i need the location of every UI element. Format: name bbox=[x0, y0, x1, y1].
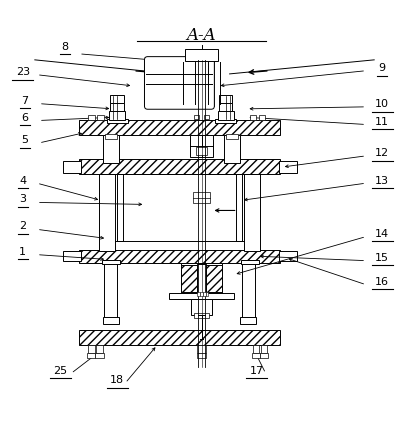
Bar bbox=[218, 111, 234, 120]
Bar bbox=[105, 134, 117, 139]
Bar bbox=[206, 265, 222, 291]
Bar bbox=[206, 292, 208, 296]
Bar bbox=[79, 159, 280, 174]
Bar bbox=[196, 147, 207, 155]
Bar bbox=[194, 313, 209, 318]
Bar bbox=[278, 251, 297, 261]
Bar bbox=[79, 250, 280, 263]
Bar bbox=[197, 344, 206, 353]
Bar bbox=[169, 293, 234, 299]
Bar bbox=[253, 344, 260, 353]
Bar bbox=[102, 260, 120, 264]
Bar bbox=[144, 60, 214, 106]
Text: A-A: A-A bbox=[187, 27, 216, 44]
Bar bbox=[197, 353, 206, 358]
Text: 13: 13 bbox=[375, 175, 389, 186]
Bar bbox=[97, 115, 104, 120]
Bar bbox=[236, 174, 242, 241]
Text: 3: 3 bbox=[19, 194, 26, 204]
Bar bbox=[110, 95, 124, 103]
Bar bbox=[193, 192, 210, 203]
Bar bbox=[63, 161, 81, 173]
Bar bbox=[117, 174, 123, 241]
Bar bbox=[109, 111, 125, 120]
Bar bbox=[252, 353, 260, 358]
Text: 7: 7 bbox=[21, 96, 28, 106]
Bar bbox=[197, 292, 200, 296]
Text: 16: 16 bbox=[375, 277, 389, 287]
Bar bbox=[240, 317, 256, 324]
Text: 11: 11 bbox=[375, 117, 389, 127]
Bar bbox=[185, 49, 218, 61]
Text: 14: 14 bbox=[375, 229, 389, 239]
Bar bbox=[242, 263, 255, 319]
FancyBboxPatch shape bbox=[144, 57, 214, 109]
Text: 4: 4 bbox=[19, 175, 26, 186]
Bar bbox=[87, 353, 96, 358]
Text: 9: 9 bbox=[379, 63, 386, 73]
Bar bbox=[96, 353, 104, 358]
Bar bbox=[103, 135, 119, 163]
Bar bbox=[203, 292, 206, 296]
Text: 23: 23 bbox=[16, 67, 30, 77]
Bar bbox=[194, 115, 199, 119]
Text: 5: 5 bbox=[21, 135, 28, 146]
Text: 18: 18 bbox=[110, 375, 124, 385]
Text: 6: 6 bbox=[21, 113, 28, 123]
Bar bbox=[197, 264, 206, 293]
Bar bbox=[260, 353, 268, 358]
Bar bbox=[241, 260, 259, 264]
Bar bbox=[107, 119, 128, 123]
Bar bbox=[63, 251, 81, 261]
Bar bbox=[215, 119, 236, 123]
Bar bbox=[259, 115, 265, 120]
Bar bbox=[224, 135, 240, 163]
Text: 12: 12 bbox=[375, 148, 389, 158]
Text: 15: 15 bbox=[375, 253, 389, 263]
Bar bbox=[110, 103, 124, 111]
Bar bbox=[200, 292, 203, 296]
Bar bbox=[181, 265, 197, 291]
Bar bbox=[96, 344, 103, 353]
Bar bbox=[261, 344, 267, 353]
Bar bbox=[244, 174, 260, 251]
Bar bbox=[104, 263, 117, 319]
Bar bbox=[191, 299, 212, 315]
Bar bbox=[79, 330, 280, 345]
Bar bbox=[204, 115, 209, 119]
Bar bbox=[278, 161, 297, 173]
Text: 1: 1 bbox=[19, 247, 26, 257]
Bar bbox=[103, 317, 119, 324]
Bar bbox=[226, 134, 238, 139]
Bar bbox=[250, 115, 256, 120]
Bar bbox=[181, 263, 222, 294]
Bar bbox=[79, 120, 280, 135]
Bar bbox=[219, 95, 233, 103]
Text: 10: 10 bbox=[375, 99, 389, 109]
Text: 8: 8 bbox=[61, 42, 69, 52]
Bar bbox=[219, 103, 233, 111]
Bar bbox=[190, 135, 213, 158]
Text: 2: 2 bbox=[19, 221, 26, 231]
Text: 25: 25 bbox=[53, 366, 67, 376]
Text: 17: 17 bbox=[250, 366, 264, 376]
Bar bbox=[88, 115, 95, 120]
Bar bbox=[88, 344, 95, 353]
Bar bbox=[99, 174, 115, 251]
